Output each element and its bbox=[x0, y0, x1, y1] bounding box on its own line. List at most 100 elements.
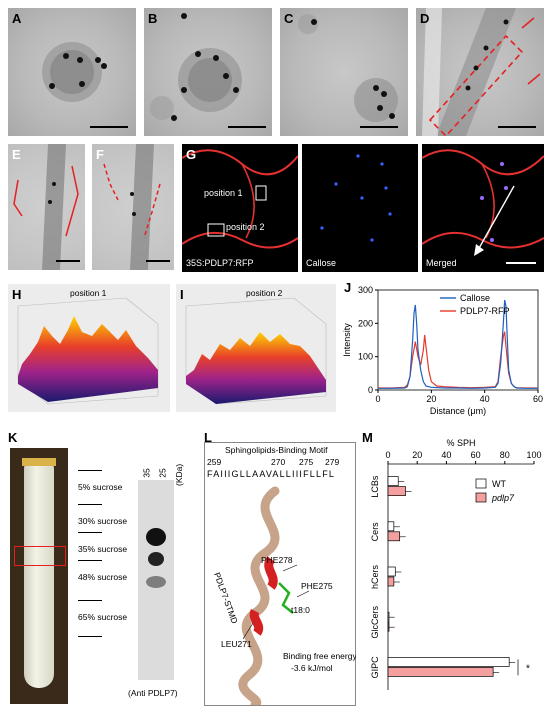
label-t18: t18:0 bbox=[291, 605, 310, 615]
y-axis-label: Intensity bbox=[342, 323, 352, 357]
blot-band bbox=[146, 528, 166, 546]
x-tick-label: 0 bbox=[385, 450, 390, 460]
panel-h-surface: H position 1 bbox=[8, 284, 170, 412]
y-tick-label: 0 bbox=[368, 385, 373, 395]
sucrose-layer-label: 65% sucrose bbox=[78, 612, 128, 622]
label-leu271: LEU271 bbox=[221, 639, 252, 649]
tube-cap bbox=[22, 458, 56, 466]
vesicle-graphic bbox=[298, 14, 398, 122]
bar-pdlp7 bbox=[387, 621, 390, 632]
position-1-label: position 1 bbox=[204, 188, 243, 198]
western-blot bbox=[138, 480, 174, 680]
category-label: LCBs bbox=[370, 475, 380, 498]
panel-c-image: C bbox=[280, 8, 408, 136]
scale-bar bbox=[498, 126, 536, 128]
x-tick-label: 20 bbox=[426, 394, 436, 404]
category-label: GIPC bbox=[370, 656, 380, 679]
marker-25: 25 bbox=[157, 468, 168, 478]
scale-bar bbox=[360, 126, 398, 128]
scale-bar bbox=[56, 260, 80, 262]
merged-sublabel: Merged bbox=[426, 258, 457, 268]
label-phe275: PHE275 bbox=[301, 581, 333, 591]
sucrose-layer-label: 48% sucrose bbox=[78, 572, 128, 582]
legend-swatch bbox=[475, 492, 487, 503]
sucrose-layer-label: 5% sucrose bbox=[78, 482, 123, 492]
bar-pdlp7 bbox=[387, 667, 494, 677]
category-label: GlcCers bbox=[370, 605, 380, 638]
cell-outline-graphic bbox=[182, 149, 298, 249]
bar-wt bbox=[387, 657, 510, 667]
panel-label-k: K bbox=[8, 430, 18, 445]
callose-dots-graphic bbox=[320, 154, 392, 242]
bar-pdlp7 bbox=[387, 531, 401, 542]
panel-f-image: F bbox=[92, 144, 174, 270]
series-line-pdlp7-rfp bbox=[378, 331, 538, 389]
significance-mark: * bbox=[526, 663, 530, 674]
position-2-label: position 2 bbox=[226, 222, 265, 232]
bar-chart: 0 20 40 60 80 100 % SPH LCBs Cers hCers GlcCers GI… bbox=[370, 438, 542, 690]
panel-k: K 5% sucrose 30% sucrose 35% sucrose 48% su… bbox=[8, 430, 204, 706]
pos-279: 279 bbox=[325, 457, 340, 467]
callose-sublabel: Callose bbox=[306, 258, 337, 268]
plot-frame bbox=[377, 289, 539, 391]
membrane-graphic bbox=[8, 144, 85, 270]
y-tick-label: 300 bbox=[358, 285, 373, 295]
panel-i-surface: I position 2 bbox=[176, 284, 336, 412]
panel-g-rfp: G position 1 position 2 35S:PDLP7:RFP bbox=[182, 144, 298, 272]
layer-divider bbox=[78, 636, 102, 637]
marker-35: 35 bbox=[141, 468, 152, 478]
x-tick-label: 60 bbox=[471, 450, 481, 460]
bar-wt bbox=[387, 476, 399, 486]
panel-label-d: D bbox=[420, 11, 430, 26]
tube-photo bbox=[10, 448, 68, 704]
merged-graphic bbox=[422, 149, 544, 264]
pos-259: 259 bbox=[207, 457, 222, 467]
legend-label: WT bbox=[492, 479, 506, 489]
panel-m: M 0 20 40 60 80 100 % SPH LCBs Cers hCers GlcCers… bbox=[356, 430, 548, 708]
panel-label-e: E bbox=[12, 147, 21, 162]
panel-label-c: C bbox=[284, 11, 294, 26]
panel-j-chart: J 0 20 40 60 0 100 200 300 Distance (μm) Intensit… bbox=[340, 280, 546, 420]
y-tick-label: 100 bbox=[358, 352, 373, 362]
vesicle-graphic bbox=[42, 42, 107, 102]
motif-title: Sphingolipids-Binding Motif bbox=[225, 445, 328, 455]
layer-divider bbox=[78, 470, 102, 471]
panel-label-b: B bbox=[148, 11, 158, 26]
panel-d-image: D bbox=[416, 8, 544, 136]
legend-label: Callose bbox=[460, 293, 490, 303]
motif-sequence: FAIIIGLLAAVALLIIIFLLFL bbox=[207, 469, 336, 479]
legend-label: PDLP7-RFP bbox=[460, 306, 510, 316]
panel-e-image: E bbox=[8, 144, 85, 270]
x-tick-label: 60 bbox=[533, 394, 543, 404]
layer-divider bbox=[78, 560, 102, 561]
surface-title: position 1 bbox=[70, 288, 107, 298]
panel-g-callose: Callose bbox=[302, 144, 418, 272]
scale-bar bbox=[90, 126, 128, 128]
x-tick-label: 40 bbox=[480, 394, 490, 404]
scale-bar bbox=[228, 126, 266, 128]
x-tick-label: 80 bbox=[500, 450, 510, 460]
x-axis-label: % SPH bbox=[446, 438, 475, 448]
vesicle-graphic bbox=[150, 13, 242, 121]
pos-270: 270 bbox=[271, 457, 286, 467]
pos-275: 275 bbox=[299, 457, 314, 467]
membrane-graphic bbox=[422, 8, 541, 136]
panel-label-g: G bbox=[186, 147, 197, 162]
bar-wt bbox=[387, 611, 390, 622]
x-tick-label: 100 bbox=[526, 450, 541, 460]
panel-label-j: J bbox=[344, 280, 352, 295]
bar-wt bbox=[387, 521, 395, 532]
bar-wt bbox=[387, 566, 396, 577]
panel-a-image: A bbox=[8, 8, 136, 136]
category-label: hCers bbox=[370, 565, 380, 590]
kda-label: (KDa) bbox=[174, 463, 184, 486]
layer-divider bbox=[78, 600, 102, 601]
blot-band bbox=[148, 552, 164, 566]
bar-pdlp7 bbox=[387, 486, 406, 496]
panel-label-l: L bbox=[204, 430, 212, 445]
panel-l: L Sphingolipids-Binding Motif 259 270 27… bbox=[204, 430, 356, 706]
membrane-graphic bbox=[92, 144, 174, 270]
surface-title: position 2 bbox=[246, 288, 283, 298]
fraction-box bbox=[14, 546, 66, 566]
